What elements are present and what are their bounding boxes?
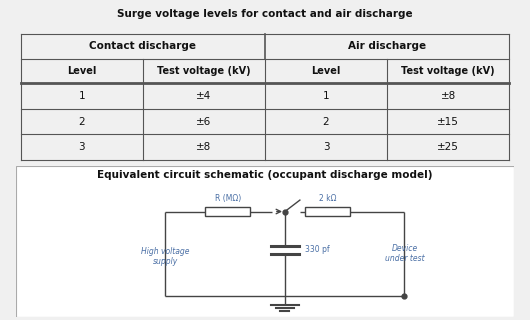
- Text: Air discharge: Air discharge: [348, 41, 426, 51]
- Text: ±4: ±4: [196, 91, 211, 101]
- Text: 1: 1: [78, 91, 85, 101]
- Text: 2 kΩ: 2 kΩ: [319, 194, 336, 203]
- Bar: [305, 207, 350, 216]
- Text: ±15: ±15: [437, 116, 459, 127]
- Text: ±8: ±8: [440, 91, 456, 101]
- Text: Test voltage (kV): Test voltage (kV): [401, 66, 495, 76]
- Text: ±6: ±6: [196, 116, 211, 127]
- Text: Test voltage (kV): Test voltage (kV): [157, 66, 251, 76]
- Text: Contact discharge: Contact discharge: [90, 41, 197, 51]
- FancyBboxPatch shape: [16, 166, 514, 317]
- Text: 3: 3: [78, 142, 85, 152]
- Text: 330 pf: 330 pf: [305, 245, 330, 254]
- Bar: [205, 207, 250, 216]
- Text: Device
under test: Device under test: [385, 244, 425, 263]
- Text: 2: 2: [323, 116, 329, 127]
- Text: ±8: ±8: [196, 142, 211, 152]
- Text: Level: Level: [67, 66, 96, 76]
- Text: Level: Level: [311, 66, 341, 76]
- Text: ±25: ±25: [437, 142, 459, 152]
- Text: 3: 3: [323, 142, 329, 152]
- Text: High voltage
supply: High voltage supply: [141, 247, 190, 266]
- Text: 1: 1: [323, 91, 329, 101]
- Text: R (MΩ): R (MΩ): [215, 194, 241, 203]
- Text: Surge voltage levels for contact and air discharge: Surge voltage levels for contact and air…: [117, 10, 413, 20]
- Text: Equivalent circuit schematic (occupant discharge model): Equivalent circuit schematic (occupant d…: [97, 170, 433, 180]
- Text: 2: 2: [78, 116, 85, 127]
